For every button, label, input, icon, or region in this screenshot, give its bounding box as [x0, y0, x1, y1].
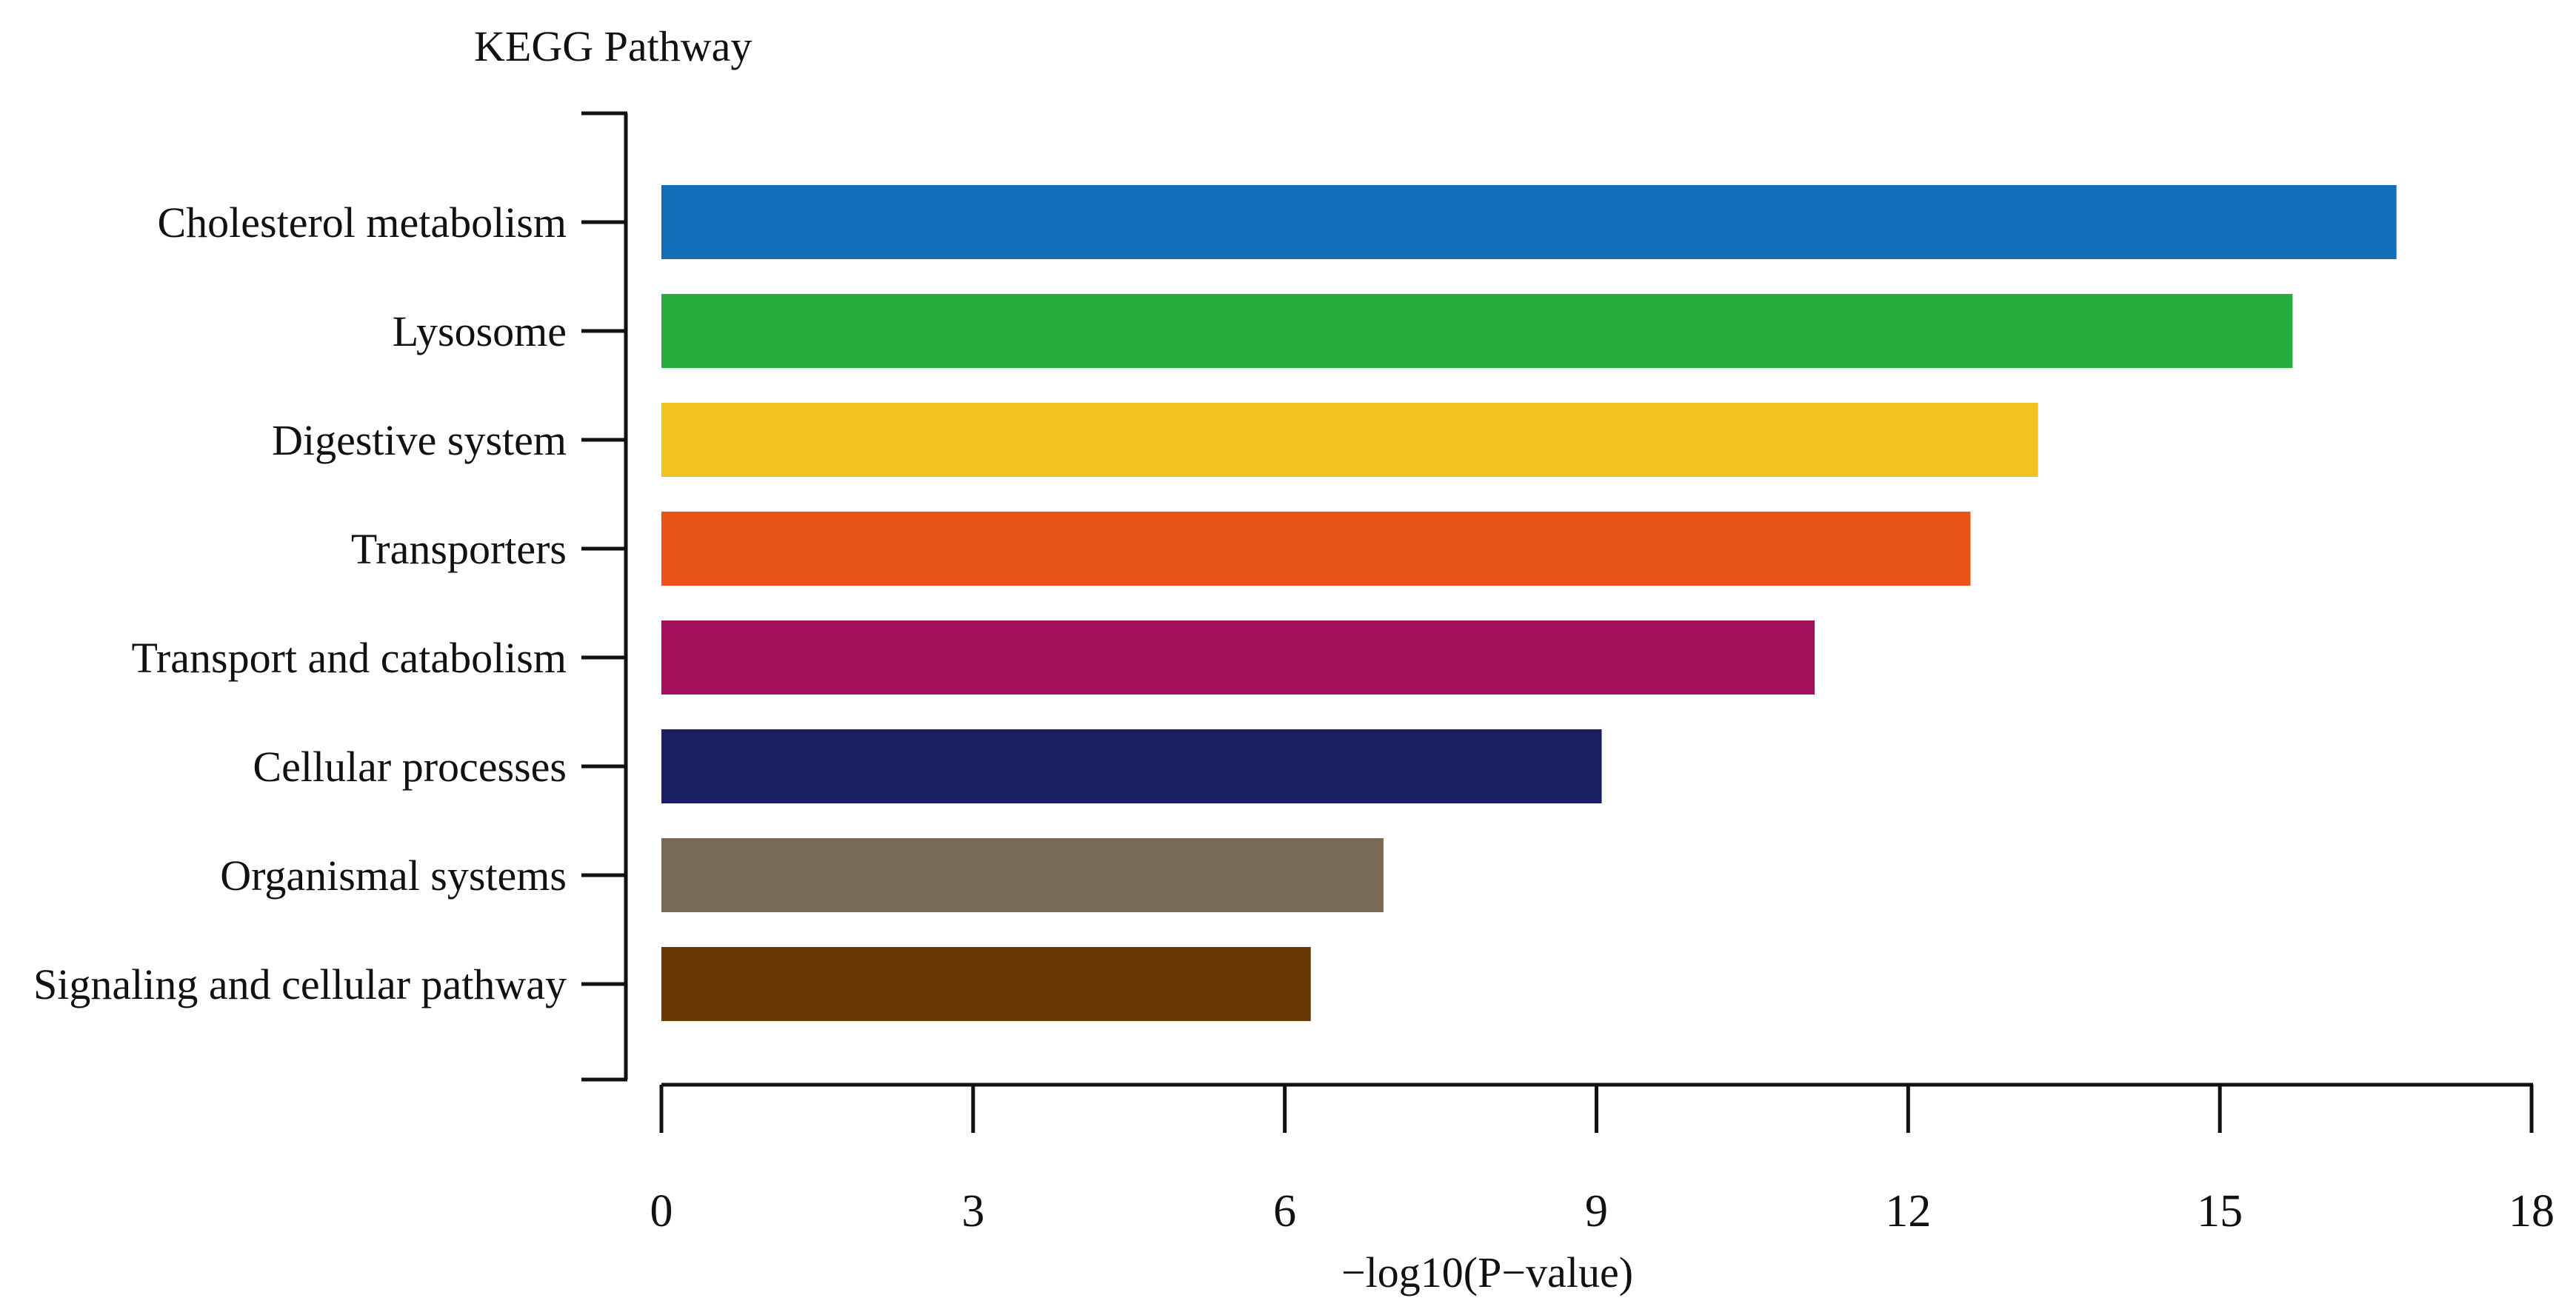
bar [661, 294, 2293, 368]
y-tick-label: Signaling and cellular pathway [33, 960, 567, 1008]
x-tick-label: 0 [650, 1186, 673, 1237]
x-tick-label: 15 [2197, 1186, 2243, 1237]
bar [661, 620, 1815, 695]
y-tick-label: Organismal systems [220, 851, 567, 900]
y-axis: Cholesterol metabolism Lysosome Digestive … [33, 111, 628, 1082]
bar [661, 947, 1311, 1021]
x-axis: 0 3 6 9 12 15 18 [650, 1083, 2555, 1237]
x-tick-label: 18 [2509, 1186, 2555, 1237]
bars-group [661, 185, 2397, 1021]
x-axis-label: −log10(P−value) [1341, 1248, 1633, 1296]
y-tick-label: Cellular processes [253, 743, 567, 791]
x-tick-label: 12 [1885, 1186, 1931, 1237]
bar [661, 838, 1384, 912]
bar [661, 512, 1971, 586]
bar [661, 403, 2038, 477]
y-tick-label: Transporters [351, 525, 567, 573]
y-axis-title: KEGG Pathway [474, 22, 752, 70]
x-tick-label: 3 [961, 1186, 984, 1237]
y-tick-label: Lysosome [393, 307, 567, 355]
bar [661, 185, 2397, 259]
y-tick-label: Digestive system [272, 416, 567, 464]
y-tick-label: Transport and catabolism [132, 634, 567, 682]
y-tick-label: Cholesterol metabolism [157, 198, 567, 247]
x-tick-label: 9 [1585, 1186, 1608, 1237]
bar [661, 729, 1602, 803]
x-tick-label: 6 [1273, 1186, 1296, 1237]
